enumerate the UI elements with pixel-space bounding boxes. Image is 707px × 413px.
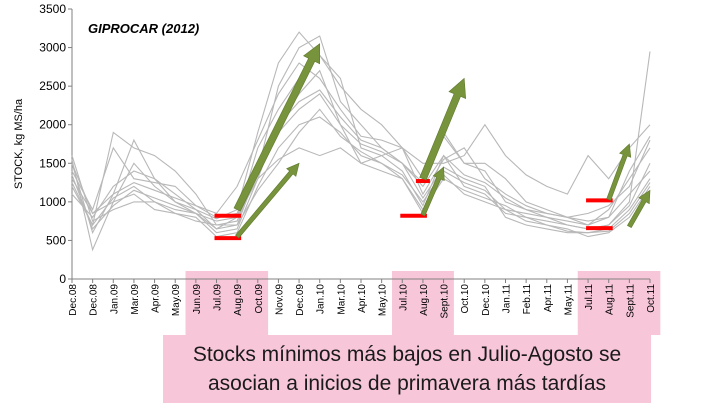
x-tick-label: Jun.09 [192, 284, 203, 314]
series-line-s6 [71, 116, 651, 238]
y-tick-label: 3000 [39, 41, 66, 55]
x-tick-label: Apr.09 [151, 284, 162, 313]
x-tick-label: May.09 [171, 284, 182, 316]
x-tick-label: May.10 [378, 284, 389, 316]
series-line-s10 [71, 108, 651, 234]
series-lines [71, 31, 651, 252]
series-line-s5 [71, 62, 651, 215]
x-tick-label: Dec.09 [295, 284, 306, 316]
y-tick-label: 0 [59, 272, 66, 286]
x-tick-label: Jul.09 [213, 284, 224, 311]
y-tick-label: 1500 [39, 156, 66, 170]
x-tick-label: Feb.11 [522, 284, 533, 315]
caption-line-2: asocian a inicios de primavera más tardí… [207, 372, 606, 395]
series-line-s1 [71, 31, 651, 252]
x-tick-label: Mar.10 [336, 284, 347, 315]
y-tick-label: 2000 [39, 118, 66, 132]
trend-arrow-5 [606, 143, 632, 201]
series-line-s2 [71, 35, 651, 227]
x-tick-label: Oct.09 [254, 284, 265, 314]
x-tick-label: Aug.11 [605, 284, 616, 315]
series-line-s9 [71, 89, 651, 230]
caption-box: Stocks mínimos más bajos en Julio-Agosto… [163, 335, 651, 403]
trend-arrow-2 [235, 162, 300, 239]
highlight-band-1 [185, 271, 269, 335]
highlight-band-3 [577, 271, 661, 335]
series-line-s8 [71, 147, 651, 238]
x-tick-label: Jan.11 [502, 284, 513, 314]
trend-arrow-3 [419, 77, 467, 181]
x-tick-label: Jul.11 [584, 284, 595, 310]
x-tick-label: Aug.10 [419, 284, 430, 316]
x-tick-label: Mar.09 [130, 284, 141, 315]
x-tick-label: Jan.10 [316, 284, 327, 314]
x-tick-label: Oct.11 [646, 284, 657, 313]
x-tick-label: Oct.10 [460, 284, 471, 314]
series-line-s3 [71, 51, 651, 235]
x-tick-label: Apr.10 [357, 284, 368, 313]
y-tick-label: 1000 [39, 195, 66, 209]
x-tick-label: Apr.11 [543, 284, 554, 313]
series-line-s7 [71, 93, 651, 234]
x-tick-label: Jul.10 [398, 284, 409, 311]
axes: 0 500 1000 1500 2000 2500 3000 3500 Dec.08 Dec.08… [39, 2, 657, 318]
chart-title: GIPROCAR (2012) [88, 21, 199, 36]
x-tick-label: Sept.10 [440, 284, 451, 319]
trend-arrow-6 [626, 189, 651, 229]
y-axis-label: STOCK, kg MS/ha [13, 98, 25, 189]
x-tick-label: Sept.11 [625, 284, 636, 318]
x-tick-label: Dec.08 [68, 284, 79, 316]
trend-arrow-1 [233, 43, 320, 212]
x-tick-label: May.11 [563, 284, 574, 316]
x-tick-label: Aug.09 [233, 284, 244, 316]
trend-arrow-4 [420, 166, 445, 217]
x-tick-label: Dec.08 [89, 284, 100, 316]
caption-line-1: Stocks mínimos más bajos en Julio-Agosto… [192, 343, 622, 366]
y-tick-label: 3500 [39, 2, 66, 16]
y-tick-label: 500 [46, 233, 66, 247]
min-markers [214, 179, 613, 241]
trend-arrows [233, 43, 651, 239]
x-tick-label: Jan.09 [109, 284, 120, 314]
x-tick-label: Dec.10 [481, 284, 492, 316]
x-tick-label: Nov.09 [274, 284, 285, 315]
y-tick-label: 2500 [39, 79, 66, 93]
